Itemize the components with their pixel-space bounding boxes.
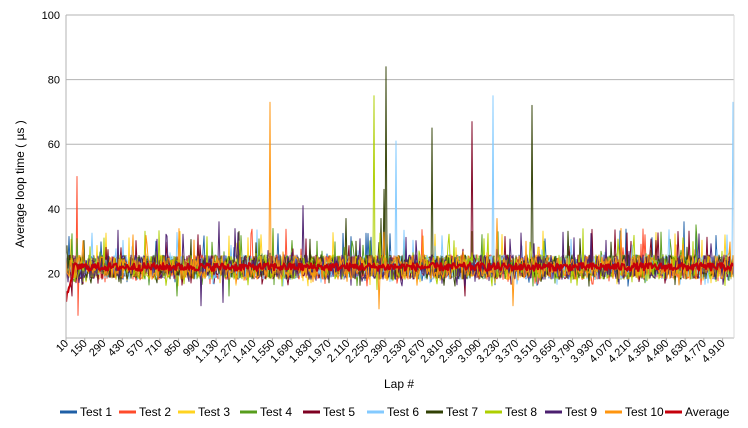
legend: Test 1 Test 2 Test 3 Test 4 Test 5 Test 6 Test…	[60, 405, 730, 419]
x-tick-label: 710	[143, 338, 164, 359]
legend-item: Test 5	[303, 405, 355, 419]
legend-label: Test 7	[446, 405, 478, 419]
series-line-test-10	[66, 101, 734, 310]
x-tick-label: 430	[106, 338, 127, 359]
series-line-average	[66, 262, 734, 302]
legend-item: Test 1	[60, 405, 112, 419]
y-tick-label: 100	[42, 10, 60, 22]
series-line-test-7	[66, 66, 734, 287]
legend-item: Test 9	[545, 405, 597, 419]
series-lines	[66, 66, 734, 316]
legend-item: Test 10	[605, 405, 664, 419]
x-axis-title: Lap #	[384, 377, 414, 391]
x-tick-label: 850	[162, 338, 183, 359]
y-tick-label: 60	[48, 139, 60, 151]
legend-label: Test 4	[260, 405, 292, 419]
legend-label: Test 6	[387, 405, 419, 419]
y-axis-title: Average loop time ( µs )	[13, 120, 27, 247]
legend-item: Test 4	[240, 405, 292, 419]
x-tick-label: 290	[87, 338, 108, 359]
legend-item: Test 8	[485, 405, 537, 419]
legend-label: Average	[685, 405, 730, 419]
legend-label: Test 2	[139, 405, 171, 419]
legend-item: Test 6	[367, 405, 419, 419]
legend-label: Test 1	[80, 405, 112, 419]
legend-item: Average	[665, 405, 730, 419]
legend-label: Test 5	[323, 405, 355, 419]
series-line-test-9	[66, 205, 734, 307]
legend-label: Test 10	[625, 405, 664, 419]
legend-label: Test 9	[565, 405, 597, 419]
y-tick-label: 40	[48, 204, 60, 216]
legend-item: Test 3	[178, 405, 230, 419]
legend-label: Test 8	[505, 405, 537, 419]
legend-label: Test 3	[198, 405, 230, 419]
x-tick-label: 10	[54, 338, 71, 355]
y-tick-label: 80	[48, 75, 60, 87]
legend-item: Test 2	[119, 405, 171, 419]
axes: 20406080100101502904305707108509901.1301…	[42, 10, 735, 366]
y-tick-label: 20	[48, 268, 60, 280]
legend-item: Test 7	[426, 405, 478, 419]
x-tick-label: 150	[68, 338, 89, 359]
x-tick-label: 570	[125, 338, 146, 359]
series-line-test-4	[66, 224, 734, 297]
